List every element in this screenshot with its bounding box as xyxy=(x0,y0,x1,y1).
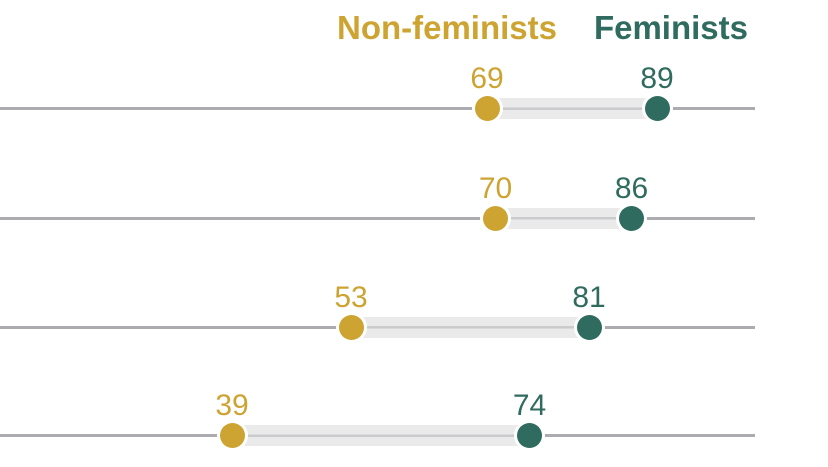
feminists-dot xyxy=(619,206,644,231)
legend-label-non-feminists: Non-feminists xyxy=(336,9,557,46)
feminists-value-label: 86 xyxy=(614,171,649,205)
non-feminists-dot xyxy=(219,423,245,448)
non-feminists-dot xyxy=(338,315,364,340)
gridline xyxy=(0,217,755,220)
non-feminists-value-label: 69 xyxy=(470,61,504,95)
connector-bar xyxy=(232,425,530,446)
feminists-value-label: 81 xyxy=(572,280,606,314)
non-feminists-dot xyxy=(474,96,500,121)
non-feminists-value-label: 53 xyxy=(334,280,368,314)
feminists-value-label: 74 xyxy=(512,388,547,422)
feminists-dot xyxy=(644,96,670,121)
non-feminists-value-label: 70 xyxy=(478,171,513,205)
gridline xyxy=(0,107,755,110)
legend-label-feminists: Feminists xyxy=(593,9,748,46)
connector-bar xyxy=(351,317,589,338)
non-feminists-value-label: 39 xyxy=(215,388,249,422)
feminists-dot xyxy=(517,423,542,448)
feminists-dot xyxy=(576,315,602,340)
connector-bar xyxy=(487,98,657,119)
feminists-value-label: 89 xyxy=(640,61,674,95)
connector-bar xyxy=(495,208,632,229)
non-feminists-dot xyxy=(483,206,508,231)
